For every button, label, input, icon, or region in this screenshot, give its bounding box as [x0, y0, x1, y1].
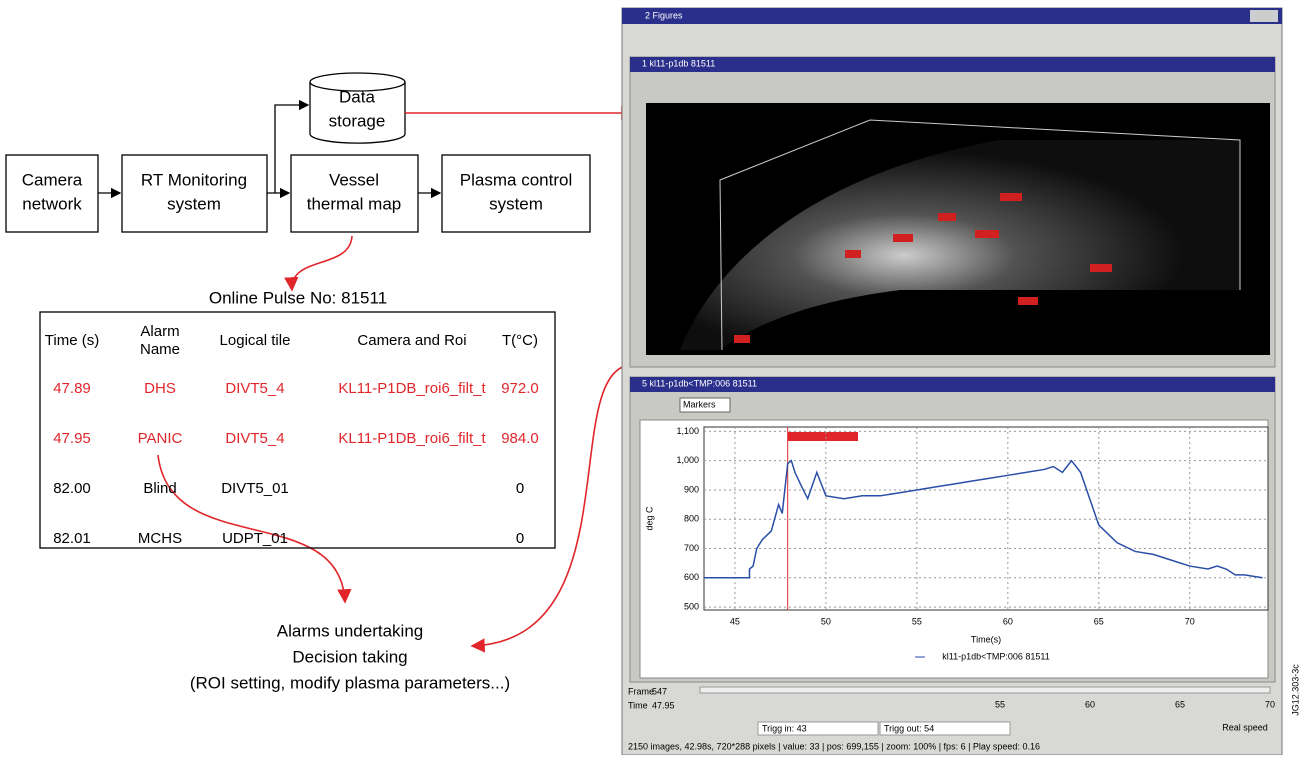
trigg-out: Trigg out: 54	[884, 723, 934, 733]
node-label: system	[167, 194, 221, 213]
table-cell: 47.95	[53, 430, 91, 447]
x-tick-label: 50	[821, 616, 831, 626]
y-tick-label: 900	[684, 484, 699, 494]
table-header: Camera and Roi	[357, 332, 466, 349]
node-label: storage	[329, 111, 386, 130]
table-header: Logical tile	[220, 332, 291, 349]
status-bar: 2150 images, 42.98s, 720*288 pixels | va…	[628, 741, 1040, 751]
node-label: Vessel	[329, 170, 379, 189]
table-header: T(°C)	[502, 332, 538, 349]
time-value: 47.95	[652, 700, 675, 710]
y-tick-label: 1,000	[676, 455, 699, 465]
table-cell: DHS	[144, 380, 176, 397]
table-cell: 0	[516, 530, 524, 547]
time-label: Time	[628, 700, 648, 710]
table-cell: 82.01	[53, 530, 91, 547]
y-tick-label: 800	[684, 514, 699, 524]
slider-tick: 70	[1265, 699, 1275, 709]
y-tick-label: 500	[684, 601, 699, 611]
table-header: Alarm	[140, 323, 179, 340]
slider-tick: 55	[995, 699, 1005, 709]
outcome-text: Decision taking	[292, 647, 407, 666]
table-cell: 984.0	[501, 430, 539, 447]
x-axis-label: Time(s)	[971, 634, 1001, 644]
x-tick-label: 60	[1003, 616, 1013, 626]
x-tick-label: 55	[912, 616, 922, 626]
outcome-text: (ROI setting, modify plasma parameters..…	[190, 673, 510, 692]
node-label: Data	[339, 87, 375, 106]
x-tick-label: 65	[1094, 616, 1104, 626]
table-cell: PANIC	[138, 430, 183, 447]
y-tick-label: 700	[684, 543, 699, 553]
node-label: Camera	[22, 170, 83, 189]
diagram-shapes	[6, 73, 634, 646]
table-cell: DIVT5_4	[225, 380, 284, 397]
table-cell: 0	[516, 480, 524, 497]
markers-dropdown[interactable]: Markers	[683, 399, 716, 409]
panel-title: 1 kl11-p1db 81511	[642, 58, 715, 68]
panel-title: 5 kl11-p1db<TMP:006 81511	[642, 378, 757, 388]
node-label: Plasma control	[460, 170, 572, 189]
trigg-in: Trigg in: 43	[762, 723, 807, 733]
table-header: Time (s)	[45, 332, 99, 349]
x-tick-label: 70	[1185, 616, 1195, 626]
window-title: 2 Figures	[645, 10, 683, 20]
page: {"diagram":{"nodes":[ {"lines":["Camera"…	[0, 0, 1308, 760]
slider-tick: 60	[1085, 699, 1095, 709]
table-cell: MCHS	[138, 530, 182, 547]
y-tick-label: 1,100	[676, 426, 699, 436]
node-label: system	[489, 194, 543, 213]
table-cell: KL11-P1DB_roi6_filt_t	[338, 430, 486, 447]
table-cell: 82.00	[53, 480, 91, 497]
node-label: RT Monitoring	[141, 170, 247, 189]
table-cell: UDPT_01	[222, 530, 288, 547]
table-header: Name	[140, 341, 180, 358]
figure: Camera network RT Monitoring system Data stor…	[0, 0, 1308, 755]
legend: kl11-p1db<TMP:006 81511	[942, 651, 1050, 661]
figure-id: JG12.303-3c	[1290, 664, 1300, 716]
node-label: thermal map	[307, 194, 401, 213]
table-cell: DIVT5_4	[225, 430, 284, 447]
real-speed: Real speed	[1222, 722, 1268, 732]
table-cell: 972.0	[501, 380, 539, 397]
outcome-text: Alarms undertaking	[277, 621, 423, 640]
y-tick-label: 600	[684, 572, 699, 582]
x-tick-label: 45	[730, 616, 740, 626]
slider-tick: 65	[1175, 699, 1185, 709]
node-label: network	[22, 194, 82, 213]
table-cell: KL11-P1DB_roi6_filt_t	[338, 380, 486, 397]
table-title: Online Pulse No: 81511	[209, 288, 387, 307]
table-cell: 47.89	[53, 380, 91, 397]
table-cell: DIVT5_01	[221, 480, 289, 497]
y-axis-label: deg C	[644, 506, 654, 531]
table-cell: Blind	[143, 480, 176, 497]
frame-label: Frame	[628, 686, 654, 696]
frame-value: 547	[652, 686, 667, 696]
